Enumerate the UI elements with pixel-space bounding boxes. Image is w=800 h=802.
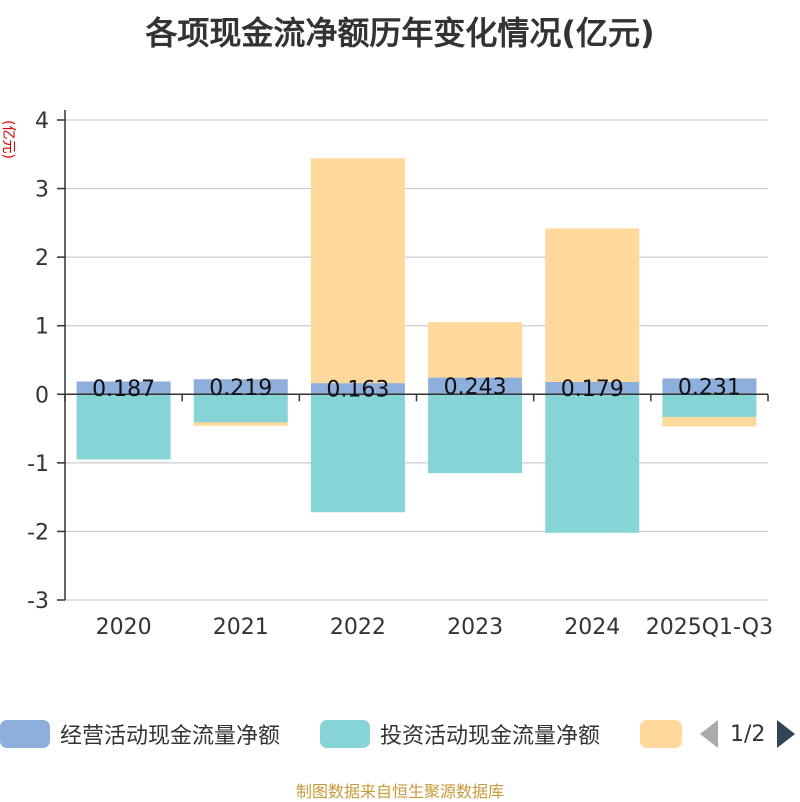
- legend-item-operating[interactable]: 经营活动现金流量净额: [0, 714, 280, 754]
- bar-s1-2024: [545, 394, 640, 533]
- bar-s2-2021: [193, 422, 288, 426]
- chart-title: 各项现金流净额历年变化情况(亿元): [145, 14, 655, 52]
- data-label-2021: 0.219: [209, 376, 272, 401]
- x-tick-label-2022: 2022: [330, 615, 386, 640]
- legend-next-icon[interactable]: [777, 720, 796, 748]
- x-tick-label-2020: 2020: [96, 615, 152, 640]
- y-tick-label-4: 4: [35, 109, 49, 134]
- y-tick-label-1: 1: [35, 315, 49, 340]
- axes: -3 -2 -1 0 1 2 3 4 2020 2021 2022 2023 2024 2025Q1-Q3: [27, 109, 773, 640]
- legend-label-operating: 经营活动现金流量净额: [60, 724, 281, 749]
- bar-s0-2024: [545, 382, 640, 395]
- bar-s1-2023: [428, 394, 523, 474]
- y-tick-label--2: -2: [27, 520, 49, 545]
- legend-swatch-operating: [0, 720, 50, 748]
- legend-label-investing: 投资活动现金流量净额: [380, 724, 601, 749]
- x-tick-label-2023: 2023: [447, 615, 503, 640]
- legend-pager: 1/2: [700, 714, 796, 754]
- bar-s1-2022: [310, 394, 405, 513]
- y-tick-label--3: -3: [27, 589, 49, 614]
- bar-s1-2021: [193, 394, 288, 423]
- bar-s1-2025Q1-Q3: [662, 394, 757, 417]
- bar-chart: -3 -2 -1 0 1 2 3 4 2020 2021 2022 2023 2024 2025Q1-Q3…: [0, 109, 773, 640]
- legend-item-financing[interactable]: [640, 714, 682, 754]
- bar-s0-2021: [193, 379, 288, 395]
- y-axis-label: (亿元): [0, 120, 16, 159]
- legend-swatch-financing: [640, 720, 682, 748]
- bar-s2-2024: [545, 228, 640, 383]
- bars: [76, 158, 757, 533]
- bar-s2-2025Q1-Q3: [662, 416, 757, 427]
- data-label-2022: 0.163: [326, 378, 389, 403]
- data-label-2023: 0.243: [444, 375, 507, 400]
- x-tick-label-2024: 2024: [564, 615, 620, 640]
- grid-lines: [65, 119, 768, 601]
- bar-s0-2023: [428, 377, 523, 395]
- bar-s2-2023: [428, 322, 523, 378]
- y-tick-label-0: 0: [35, 383, 49, 408]
- legend-swatch-investing: [320, 720, 370, 748]
- data-label-2020: 0.187: [92, 377, 155, 402]
- legend-item-investing[interactable]: 投资活动现金流量净额: [320, 714, 600, 754]
- y-tick-label-3: 3: [35, 178, 49, 203]
- bar-s0-2022: [310, 383, 405, 395]
- data-label-2024: 0.179: [561, 377, 624, 402]
- legend-prev-icon[interactable]: [700, 720, 718, 748]
- bar-s0-2025Q1-Q3: [662, 378, 757, 395]
- data-source-note: 制图数据来自恒生聚源数据库: [295, 782, 504, 801]
- bar-s0-2020: [76, 381, 171, 395]
- y-tick-label--1: -1: [27, 452, 49, 477]
- x-tick-label-2025Q1-Q3: 2025Q1-Q3: [646, 615, 773, 640]
- x-tick-label-2021: 2021: [213, 615, 269, 640]
- data-label-2025Q1-Q3: 0.231: [678, 375, 741, 400]
- y-tick-label-2: 2: [35, 246, 49, 271]
- legend-page-indicator: 1/2: [730, 721, 766, 747]
- bar-s2-2022: [310, 158, 405, 384]
- bar-s1-2020: [76, 394, 171, 460]
- data-labels: 0.187 0.219 0.163 0.243 0.179 0.231: [92, 375, 741, 403]
- legend: 经营活动现金流量净额 投资活动现金流量净额 1/2: [0, 714, 800, 754]
